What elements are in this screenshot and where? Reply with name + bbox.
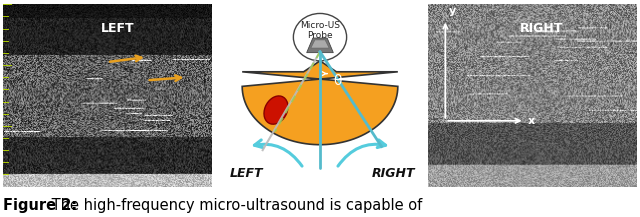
Text: Micro-US
Probe: Micro-US Probe xyxy=(300,21,340,41)
Text: The high-frequency micro-ultrasound is capable of: The high-frequency micro-ultrasound is c… xyxy=(47,198,422,213)
Ellipse shape xyxy=(264,96,288,124)
Text: θ: θ xyxy=(333,74,342,88)
Text: RIGHT: RIGHT xyxy=(520,21,564,35)
Polygon shape xyxy=(311,40,329,48)
Text: x: x xyxy=(527,116,534,126)
Text: y: y xyxy=(449,7,456,16)
Polygon shape xyxy=(242,61,398,145)
Text: Figure 2:: Figure 2: xyxy=(3,198,77,213)
Circle shape xyxy=(293,13,347,61)
Text: LEFT: LEFT xyxy=(230,167,263,180)
Polygon shape xyxy=(307,38,333,53)
Text: RIGHT: RIGHT xyxy=(372,167,415,180)
Text: LEFT: LEFT xyxy=(100,21,134,35)
